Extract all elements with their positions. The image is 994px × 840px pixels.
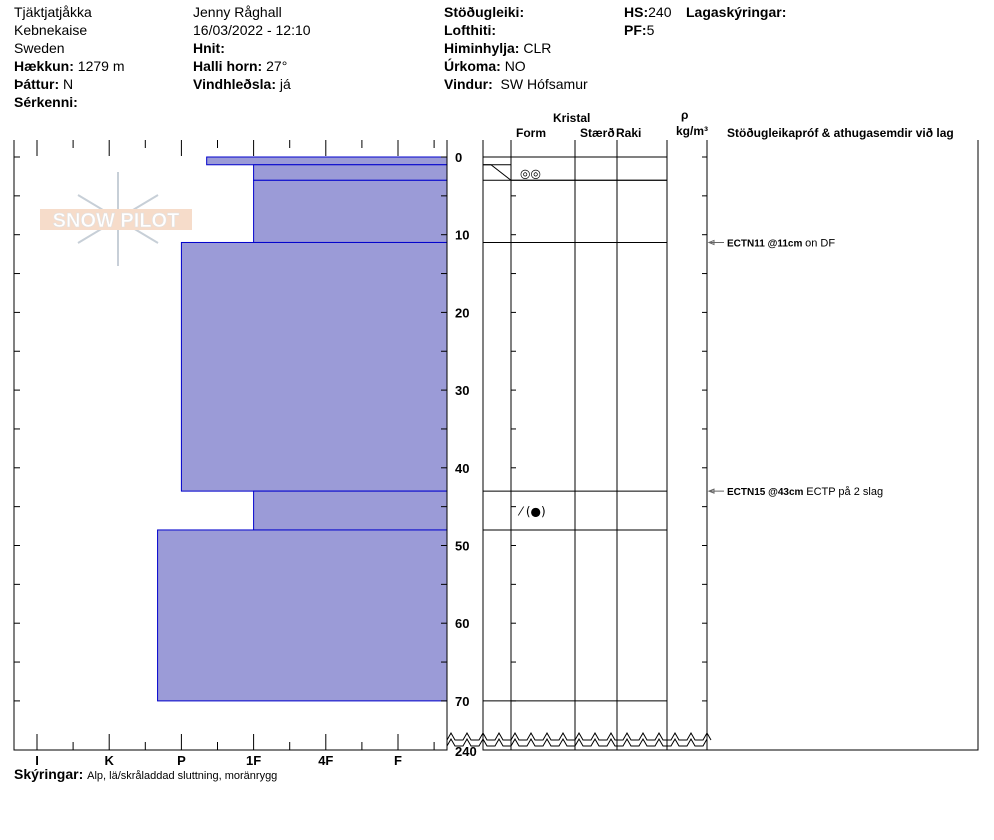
layer-bar <box>253 490 448 531</box>
depth-label: 70 <box>455 694 469 709</box>
sky: Himinhylja: CLR <box>444 40 552 56</box>
datetime: 16/03/2022 - 12:10 <box>193 22 311 38</box>
test-arrow-icon <box>707 239 724 246</box>
wind: Vindur: SW Hófsamur <box>444 76 588 92</box>
hardness-label: P <box>177 753 186 768</box>
depth-break-zigzag <box>446 731 712 741</box>
layer-bar <box>253 164 448 181</box>
snowpilot-logo: SNOW PILOT <box>40 172 192 266</box>
layer-bar <box>157 529 448 702</box>
pf: PF:5 <box>624 22 655 38</box>
depth-label: 40 <box>455 461 469 476</box>
layer-notes: Lagaskýringar: <box>686 4 787 20</box>
observer: Jenny Råghall <box>193 4 282 20</box>
hardness-label: 4F <box>318 753 333 768</box>
slope: Halli horn: 27° <box>193 58 288 74</box>
depth-label: 10 <box>455 228 469 243</box>
size-header: Stærð <box>580 126 615 140</box>
wind-loading: Vindhleðsla: já <box>193 76 291 92</box>
hardness-label: K <box>105 753 115 768</box>
depth-break-zigzag <box>446 737 708 747</box>
air-temp: Lofthiti: <box>444 22 497 38</box>
depth-label: 50 <box>455 539 469 554</box>
location-name: Tjäktjatjåkka <box>14 4 92 20</box>
hardness-label: I <box>35 753 39 768</box>
elevation: Hækkun: 1279 m <box>14 58 125 74</box>
moisture-header: Raki <box>616 126 642 140</box>
form-header: Form <box>516 126 546 140</box>
hs: HS:240 <box>624 4 672 20</box>
depth-label: 20 <box>455 305 469 320</box>
depth-label: 0 <box>455 150 462 165</box>
depth-label: 30 <box>455 383 469 398</box>
tests-header: Stöðugleikapróf & athugasemdir við lag <box>727 126 954 140</box>
depth-label: 60 <box>455 616 469 631</box>
layer-bar <box>206 156 448 166</box>
precip: Úrkoma: NO <box>444 58 526 74</box>
grain-form-symbol: ⁄ (●) <box>517 505 546 519</box>
hardness-label: F <box>394 753 402 768</box>
location-country: Sweden <box>14 40 65 56</box>
layer-bar <box>253 179 448 243</box>
coords: Hnit: <box>193 40 225 56</box>
svg-text:SNOW PILOT: SNOW PILOT <box>53 210 180 232</box>
layer-connector <box>483 164 667 181</box>
stability-test: ECTN11 @11cm on DF <box>727 237 835 249</box>
grain-form-symbol: ◎◎ <box>520 167 541 181</box>
hardness-frame <box>13 140 448 751</box>
features: Sérkenni: <box>14 94 78 110</box>
stability: Stöðugleiki: <box>444 4 525 20</box>
aspect: Þáttur: N <box>14 76 74 92</box>
footer-notes: Skýringar: Alp, lä/skråladdad sluttning,… <box>14 766 278 782</box>
stability-test: ECTN15 @43cm ECTP på 2 slag <box>727 486 883 498</box>
layer-bar <box>180 241 448 492</box>
rho-header: ρ <box>681 108 689 122</box>
location-range: Kebnekaise <box>14 22 88 38</box>
table-frame <box>482 140 979 751</box>
test-arrow-icon <box>707 488 724 494</box>
hardness-label: 1F <box>246 753 261 768</box>
total-depth-label: 240 <box>455 744 477 759</box>
crystal-header: Kristal <box>553 111 591 125</box>
density-header: kg/m³ <box>676 124 709 138</box>
